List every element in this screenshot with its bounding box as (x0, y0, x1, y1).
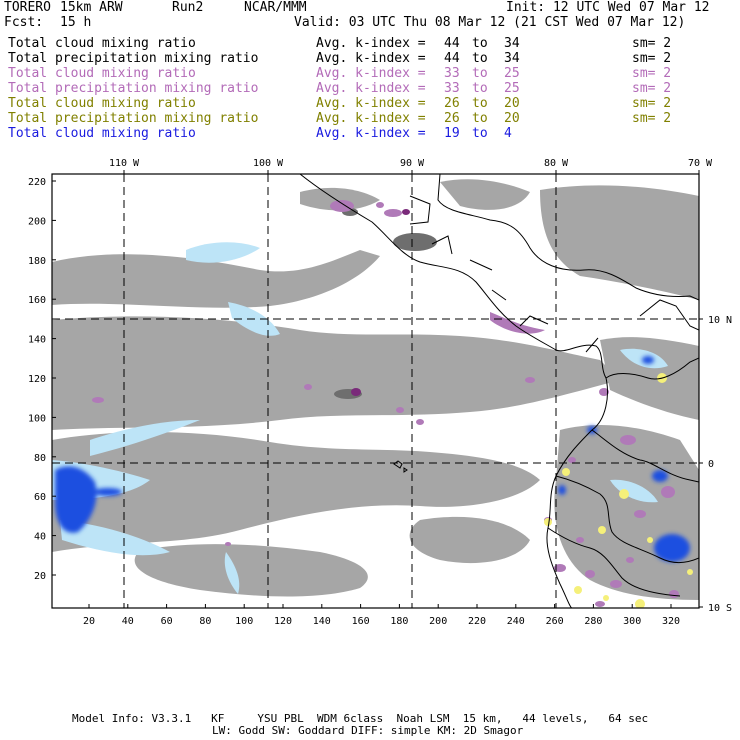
x-tick-label: 140 (313, 616, 331, 627)
legend-k-from: 33 (444, 81, 460, 96)
legend-sm: sm= 2 (632, 36, 672, 51)
legend-field-name: Total cloud mixing ratio (8, 126, 196, 141)
x-tick-label: 180 (390, 616, 408, 627)
x-tick-label: 120 (274, 616, 292, 627)
legend-k-label: Avg. k-index = (316, 36, 426, 51)
legend-k-to-word: to (472, 66, 488, 81)
y-tick-label: 220 (28, 177, 46, 188)
legend-k-label: Avg. k-index = (316, 81, 426, 96)
x-tick-label: 100 (235, 616, 253, 627)
header-fcst-label: Fcst: (4, 15, 44, 30)
legend-sm: sm= 2 (632, 81, 672, 96)
legend-k-to-word: to (472, 96, 488, 111)
x-tick-label: 60 (161, 616, 173, 627)
legend-field-name: Total precipitation mixing ratio (8, 111, 259, 126)
legend-k-to: 4 (504, 126, 512, 141)
legend-k-to-word: to (472, 126, 488, 141)
header-fcst-value: 15 h (60, 15, 92, 30)
legend-k-to-word: to (472, 111, 488, 126)
lat-label: 10 S (708, 603, 732, 614)
yellow-layer (544, 373, 693, 608)
lat-lon-grid (52, 174, 699, 608)
legend-sm: sm= 2 (632, 111, 672, 126)
dense-cloud-layer (334, 208, 437, 399)
x-tick-label: 40 (122, 616, 134, 627)
legend-k-to: 25 (504, 81, 520, 96)
lat-label: 0 (708, 459, 714, 470)
y-tick-label: 120 (28, 374, 46, 385)
blue-layer (55, 356, 690, 562)
legend-sm: sm= 2 (632, 51, 672, 66)
legend-sm: sm= 2 (632, 66, 672, 81)
axis-ticks (52, 180, 672, 608)
y-tick-label: 60 (34, 492, 46, 503)
legend-k-label: Avg. k-index = (316, 66, 426, 81)
legend-k-from: 33 (444, 66, 460, 81)
legend-k-to-word: to (472, 51, 488, 66)
legend-field-name: Total cloud mixing ratio (8, 36, 196, 51)
legend-field-name: Total precipitation mixing ratio (8, 81, 259, 96)
lon-label: 100 W (253, 158, 284, 169)
legend-k-from: 44 (444, 36, 460, 51)
x-tick-label: 220 (468, 616, 486, 627)
legend-sm: sm= 2 (632, 96, 672, 111)
header-init: Init: 12 UTC Wed 07 Mar 12 (506, 0, 710, 15)
legend-k-from: 26 (444, 111, 460, 126)
y-tick-label: 140 (28, 335, 46, 346)
x-tick-label: 20 (83, 616, 95, 627)
legend-field-name: Total cloud mixing ratio (8, 96, 196, 111)
legend-k-from: 19 (444, 126, 460, 141)
y-tick-label: 40 (34, 532, 46, 543)
header-org: NCAR/MMM (244, 0, 307, 15)
header-resolution: 15km ARW (60, 0, 123, 15)
legend-k-to: 25 (504, 66, 520, 81)
purple-layer (92, 200, 679, 607)
lon-label: 110 W (109, 158, 140, 169)
lon-label: 70 W (688, 158, 713, 169)
legend-k-from: 44 (444, 51, 460, 66)
coastlines (299, 174, 699, 608)
legend-k-to-word: to (472, 81, 488, 96)
legend-k-label: Avg. k-index = (316, 96, 426, 111)
y-tick-label: 200 (28, 216, 46, 227)
header-model: TORERO (4, 0, 51, 15)
map-frame (51, 173, 700, 609)
x-tick-label: 300 (623, 616, 641, 627)
lon-tick-marks (123, 170, 703, 608)
legend-k-to: 20 (504, 111, 520, 126)
legend-k-to: 34 (504, 36, 520, 51)
y-tick-label: 80 (34, 453, 46, 464)
legend-k-to: 20 (504, 96, 520, 111)
y-tick-label: 100 (28, 413, 46, 424)
footer-model-info: Model Info: V3.3.1 KF YSU PBL WDM 6class… (72, 712, 649, 725)
y-tick-label: 160 (28, 295, 46, 306)
x-tick-label: 280 (584, 616, 602, 627)
cloud-field (52, 179, 699, 608)
x-tick-label: 240 (507, 616, 525, 627)
legend-k-label: Avg. k-index = (316, 51, 426, 66)
dark-purple-layer (351, 209, 410, 396)
x-tick-label: 80 (199, 616, 211, 627)
x-tick-label: 160 (352, 616, 370, 627)
legend-k-to: 34 (504, 51, 520, 66)
lon-label: 90 W (400, 158, 425, 169)
x-tick-label: 260 (546, 616, 564, 627)
lon-label: 80 W (544, 158, 569, 169)
header-valid: Valid: 03 UTC Thu 08 Mar 12 (21 CST Wed … (294, 15, 686, 30)
legend-k-to-word: to (472, 36, 488, 51)
footer-physics: LW: Godd SW: Goddard DIFF: simple KM: 2D… (212, 724, 524, 737)
lat-label: 10 N (708, 315, 732, 326)
y-tick-label: 180 (28, 256, 46, 267)
legend-field-name: Total precipitation mixing ratio (8, 51, 259, 66)
y-tick-label: 20 (34, 571, 46, 582)
legend-k-from: 26 (444, 96, 460, 111)
x-tick-label: 200 (429, 616, 447, 627)
x-tick-label: 320 (662, 616, 680, 627)
legend-k-label: Avg. k-index = (316, 111, 426, 126)
legend-field-name: Total cloud mixing ratio (8, 66, 196, 81)
legend-k-label: Avg. k-index = (316, 126, 426, 141)
header-run: Run2 (172, 0, 204, 15)
